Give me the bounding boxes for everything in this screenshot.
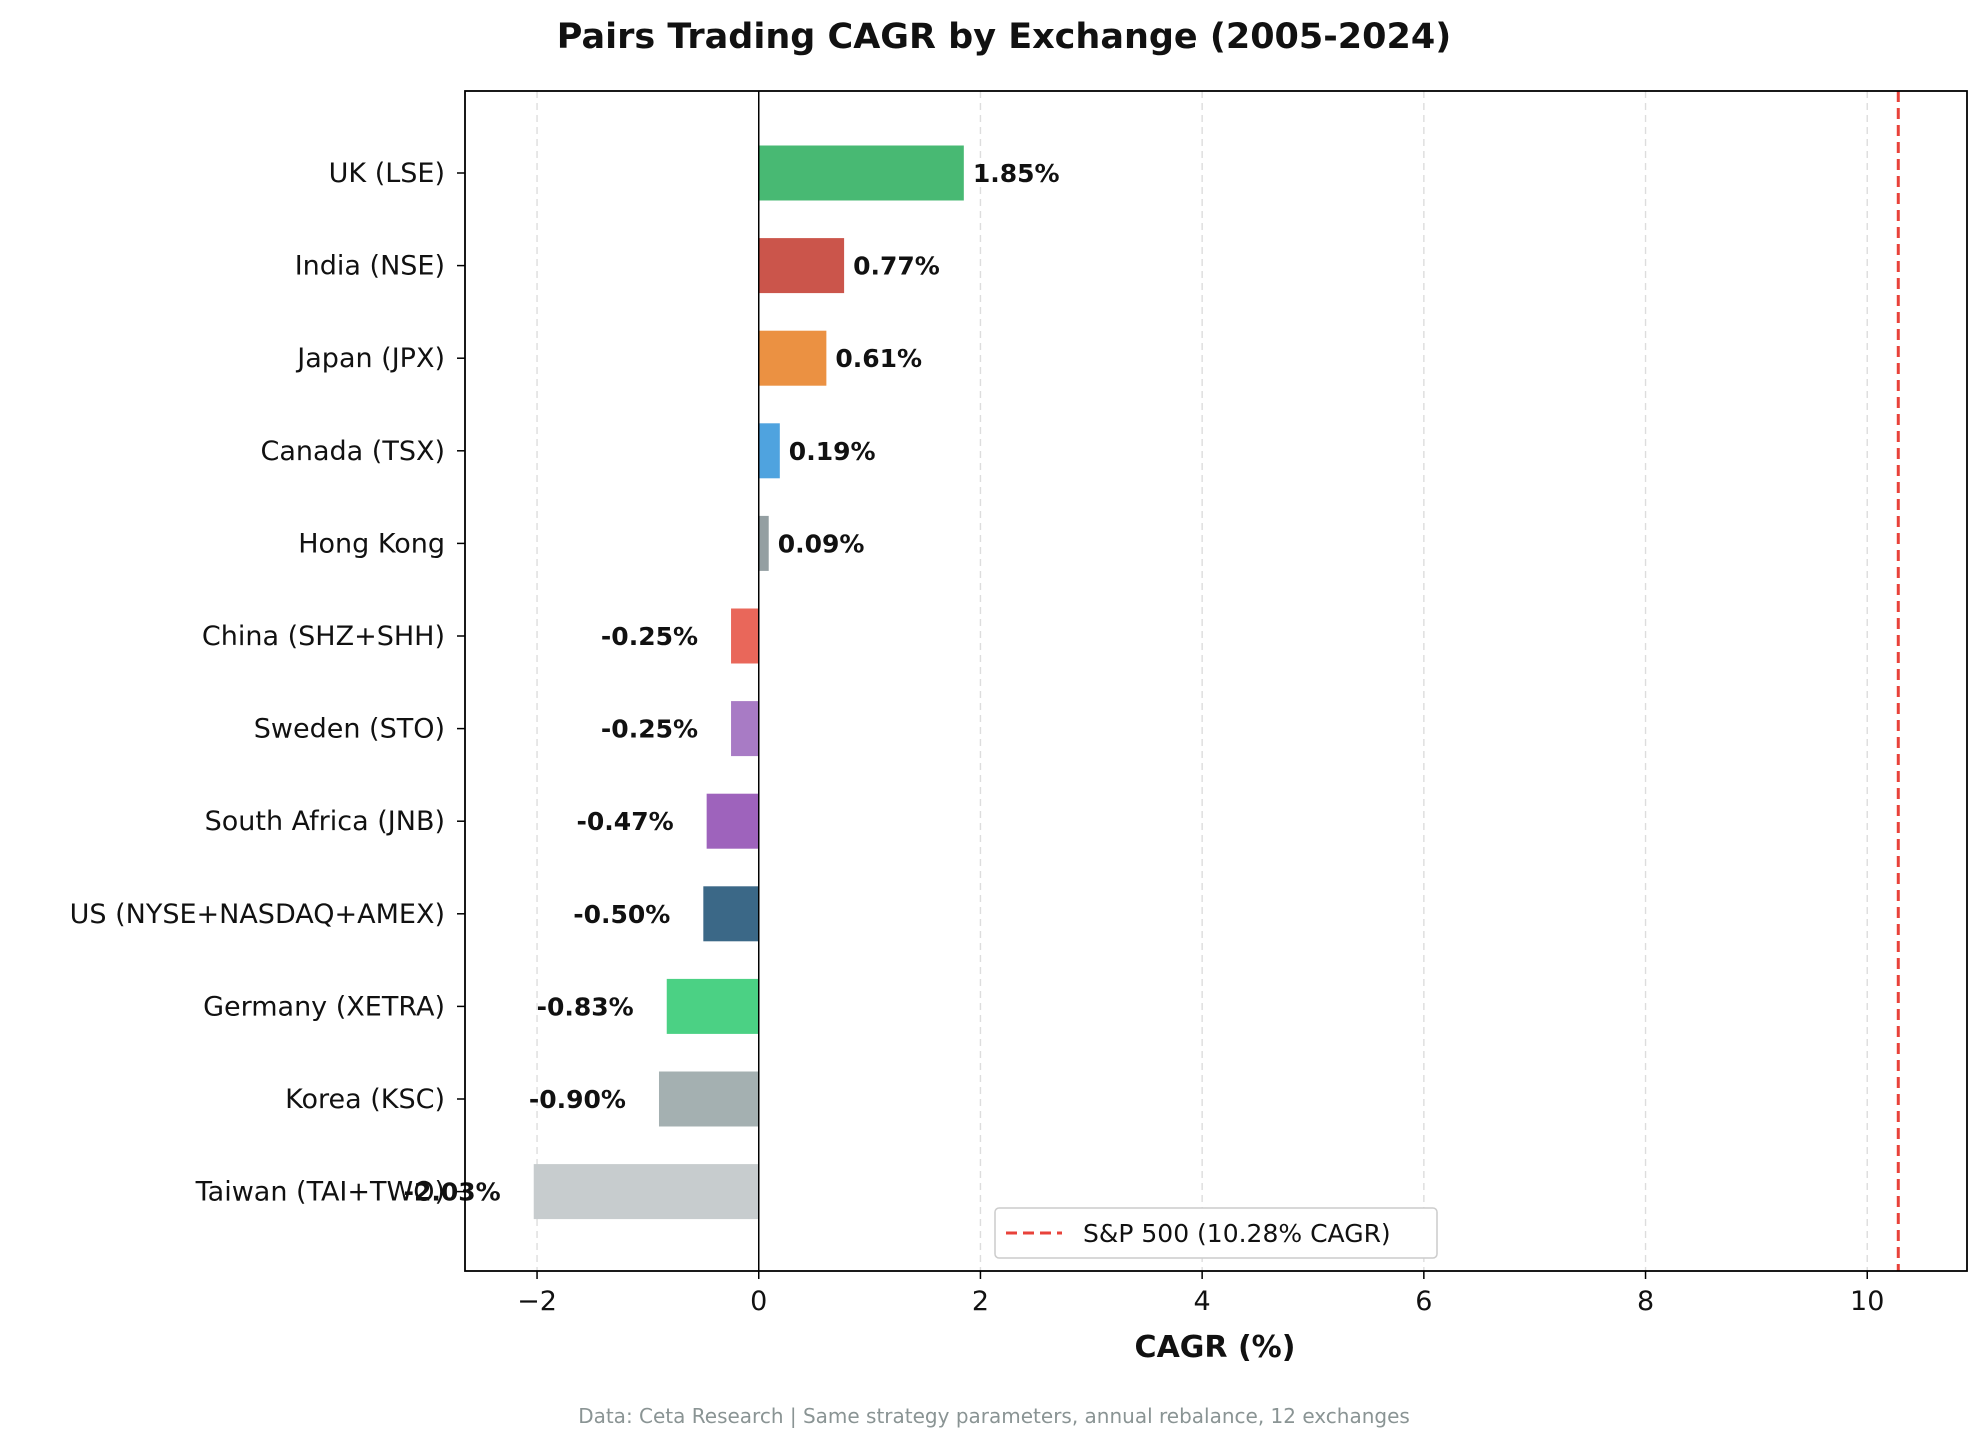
x-tick-label: 6: [1415, 1286, 1432, 1317]
bar-value-label: -0.50%: [573, 900, 670, 929]
bar: [533, 1164, 759, 1220]
bars: [533, 145, 964, 1220]
bar-value-label: -0.47%: [577, 807, 674, 836]
x-tick-label: 2: [972, 1286, 989, 1317]
bar: [658, 1071, 759, 1127]
x-tick-label: 8: [1637, 1286, 1654, 1317]
y-tick-label: China (SHZ+SHH): [202, 621, 445, 652]
legend-box: [994, 1207, 1438, 1259]
x-axis-label: CAGR (%): [1135, 1330, 1296, 1365]
y-tick-label: South Africa (JNB): [205, 806, 445, 837]
bar: [731, 701, 759, 757]
y-tick-label: Canada (TSX): [260, 436, 445, 467]
legend: S&P 500 (10.28% CAGR): [994, 1207, 1438, 1259]
x-tick-label: 10: [1850, 1286, 1884, 1317]
plot-frame: [464, 90, 1968, 1272]
y-tick-label: India (NSE): [295, 251, 445, 282]
bar-value-label: 1.85%: [973, 159, 1060, 188]
bar: [758, 515, 769, 571]
y-axis: UK (LSE) India (NSE) Japan (JPX) Canada (TS…: [70, 158, 465, 1208]
y-tick-label: Japan (JPX): [295, 343, 445, 374]
bar: [758, 330, 827, 386]
bar: [758, 238, 845, 294]
x-tick-label: 0: [750, 1286, 767, 1317]
chart-title: Pairs Trading CAGR by Exchange (2005-202…: [557, 17, 1451, 57]
bar: [758, 423, 780, 479]
bar-labels: 1.85% 0.77% 0.61% 0.19% 0.09% -0.25% -0.25% -0.…: [404, 159, 1060, 1207]
y-tick-label: US (NYSE+NASDAQ+AMEX): [70, 899, 445, 930]
bar: [758, 145, 964, 201]
bar-value-label: -0.90%: [529, 1085, 626, 1114]
bar-value-label: -0.83%: [537, 992, 634, 1021]
y-tick-label: Sweden (STO): [254, 714, 445, 745]
bar-value-label: 0.77%: [853, 252, 940, 281]
bar-value-label: -0.25%: [601, 622, 698, 651]
y-tick-label: Korea (KSC): [285, 1084, 445, 1115]
bar-value-label: 0.61%: [835, 344, 922, 373]
footnote: Data: Ceta Research | Same strategy para…: [578, 1404, 1410, 1428]
y-tick-label: Hong Kong: [298, 528, 445, 559]
y-tick-label: UK (LSE): [329, 158, 445, 189]
bar-value-label: -0.25%: [601, 715, 698, 744]
y-tick-label: Germany (XETRA): [203, 991, 445, 1022]
bar: [731, 608, 759, 664]
bar: [703, 886, 759, 942]
bar-value-label: -2.03%: [404, 1178, 501, 1207]
bar-value-label: 0.19%: [789, 437, 876, 466]
y-tick-label: Taiwan (TAI+TWO): [195, 1177, 445, 1208]
bar-value-label: 0.09%: [778, 529, 865, 558]
bar: [706, 793, 759, 849]
bar: [666, 978, 759, 1034]
x-tick-label: −2: [517, 1286, 557, 1317]
x-axis: −2 0 2 4 6 8 10: [517, 1271, 1884, 1317]
x-tick-label: 4: [1194, 1286, 1211, 1317]
legend-label: S&P 500 (10.28% CAGR): [1083, 1219, 1391, 1248]
